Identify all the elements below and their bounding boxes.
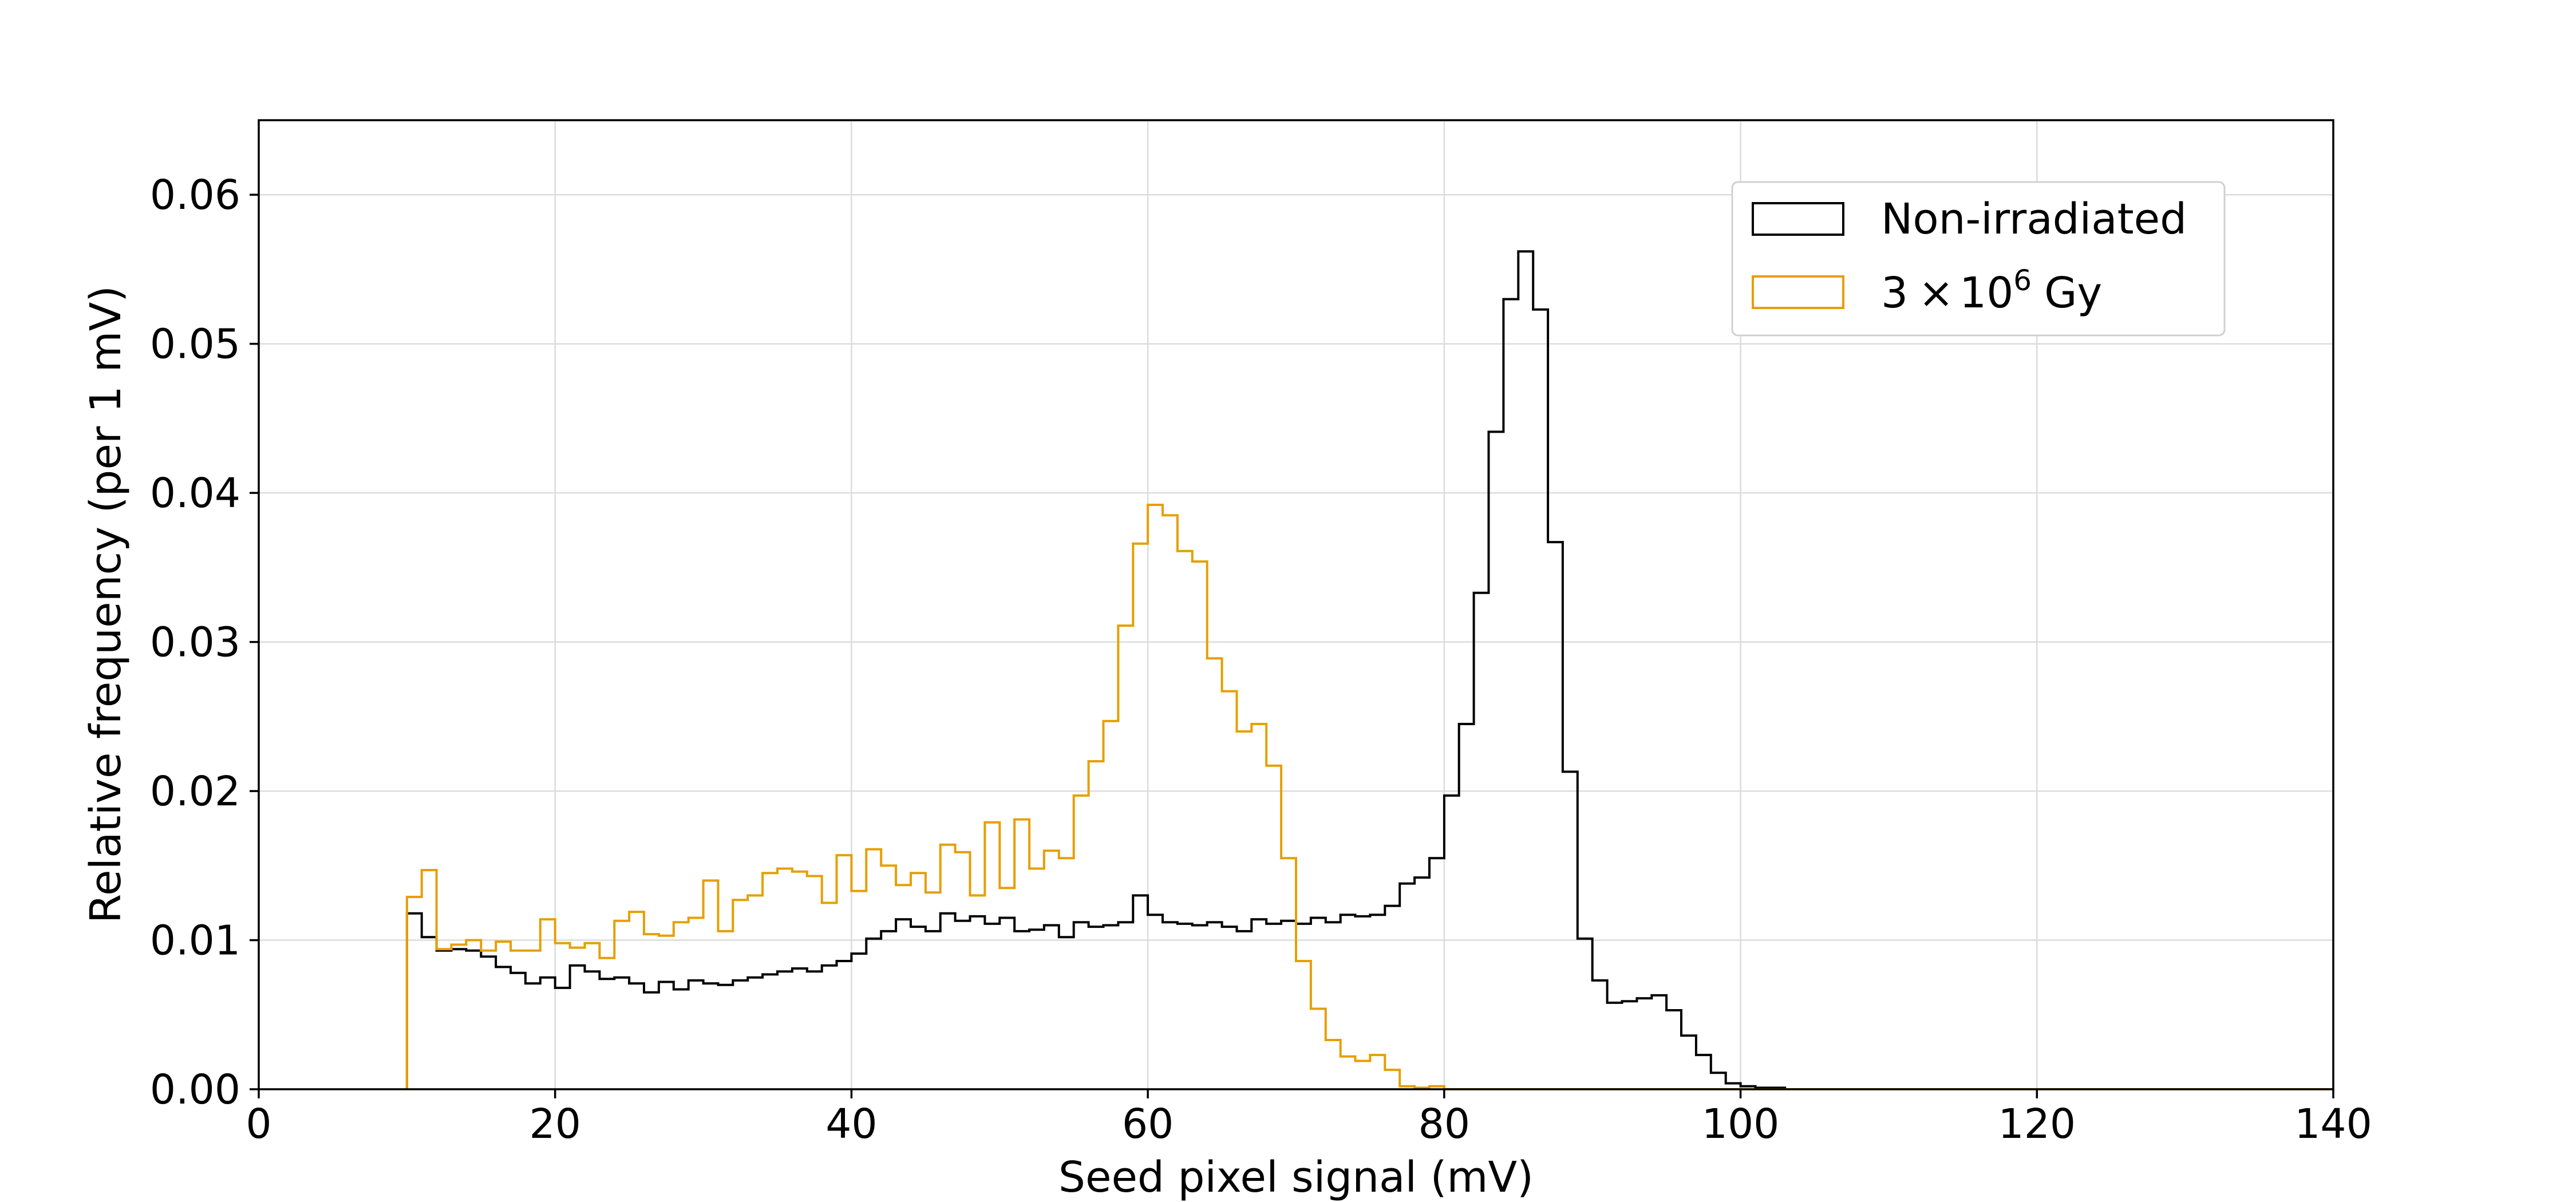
x-tick-label: 120: [1998, 1100, 2076, 1148]
legend-label-non-irradiated: Non-irradiated: [1881, 195, 2187, 244]
y-tick-label: 0.02: [150, 768, 240, 815]
x-tick-label: 140: [2294, 1100, 2372, 1148]
y-tick-label: 0.03: [150, 619, 240, 666]
y-tick-label: 0.00: [150, 1066, 240, 1113]
x-tick-label: 60: [1122, 1100, 1174, 1148]
histogram-irradiated: [405, 504, 2333, 1090]
legend-irradiated-base: 3: [1881, 268, 1908, 318]
y-axis-title: Relative frequency (per 1 mV): [81, 286, 131, 923]
histogram-non-irradiated: [405, 250, 2333, 1090]
legend-irradiated-times: ×: [1918, 268, 1954, 318]
y-tick-label: 0.04: [150, 469, 240, 517]
x-axis-title: Seed pixel signal (mV): [1058, 1153, 1534, 1202]
legend-label-irradiated: 3 × 106 Gy: [1881, 264, 2102, 318]
legend-swatch-irradiated: [1752, 275, 1844, 309]
legend: Non-irradiated 3 × 106 Gy: [1731, 181, 2226, 337]
y-tick-label: 0.01: [150, 917, 240, 964]
x-tick-label: 40: [825, 1100, 877, 1148]
legend-irradiated-mantissa: 10: [1959, 268, 2013, 318]
y-tick-label: 0.06: [150, 171, 240, 219]
x-tick-label: 80: [1419, 1100, 1470, 1148]
x-tick-label: 0: [246, 1100, 271, 1148]
plot-frame: [258, 119, 2334, 1090]
legend-swatch-non-irradiated: [1752, 202, 1844, 236]
x-tick-label: 100: [1702, 1100, 1780, 1148]
y-tick-label: 0.05: [150, 321, 240, 368]
series-layer: [405, 250, 2333, 1090]
legend-irradiated-exponent: 6: [2013, 264, 2032, 297]
legend-irradiated-unit: Gy: [2044, 268, 2102, 318]
legend-box: [1731, 181, 2226, 337]
x-tick-label: 20: [530, 1100, 581, 1148]
ticks: 0 20 40 60 80 100 120 140 0.00 0.01 0.02 0.03 0.04 0.…: [150, 171, 2372, 1148]
